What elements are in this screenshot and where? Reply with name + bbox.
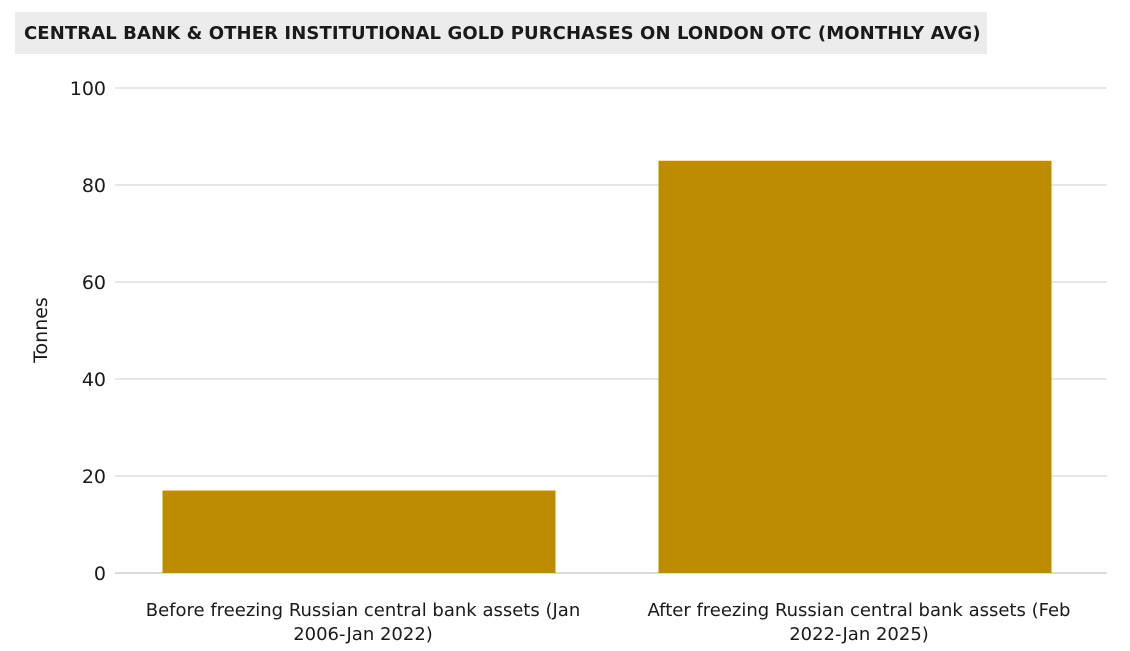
y-tick-label: 80 <box>82 175 106 197</box>
x-category-label: Before freezing Russian central bank ass… <box>146 600 580 621</box>
bar <box>162 490 556 573</box>
y-tick-label: 20 <box>82 466 106 488</box>
bar-layer <box>162 160 1052 573</box>
y-axis-ticks: 0 20 40 60 80 100 <box>70 78 106 585</box>
x-category-label: After freezing Russian central bank asse… <box>648 600 1071 621</box>
y-tick-label: 100 <box>70 78 106 100</box>
y-tick-label: 40 <box>82 369 106 391</box>
chart-title: CENTRAL BANK & OTHER INSTITUTIONAL GOLD … <box>24 22 981 44</box>
y-tick-label: 60 <box>82 272 106 294</box>
chart-title-box: CENTRAL BANK & OTHER INSTITUTIONAL GOLD … <box>15 12 987 54</box>
bar <box>658 160 1052 573</box>
x-category-label: 2006-Jan 2022) <box>293 624 433 645</box>
y-axis-title: Tonnes <box>30 297 52 364</box>
x-axis-categories: Before freezing Russian central bank ass… <box>146 600 1071 645</box>
x-category-label: 2022-Jan 2025) <box>789 624 929 645</box>
y-tick-label: 0 <box>94 563 106 585</box>
